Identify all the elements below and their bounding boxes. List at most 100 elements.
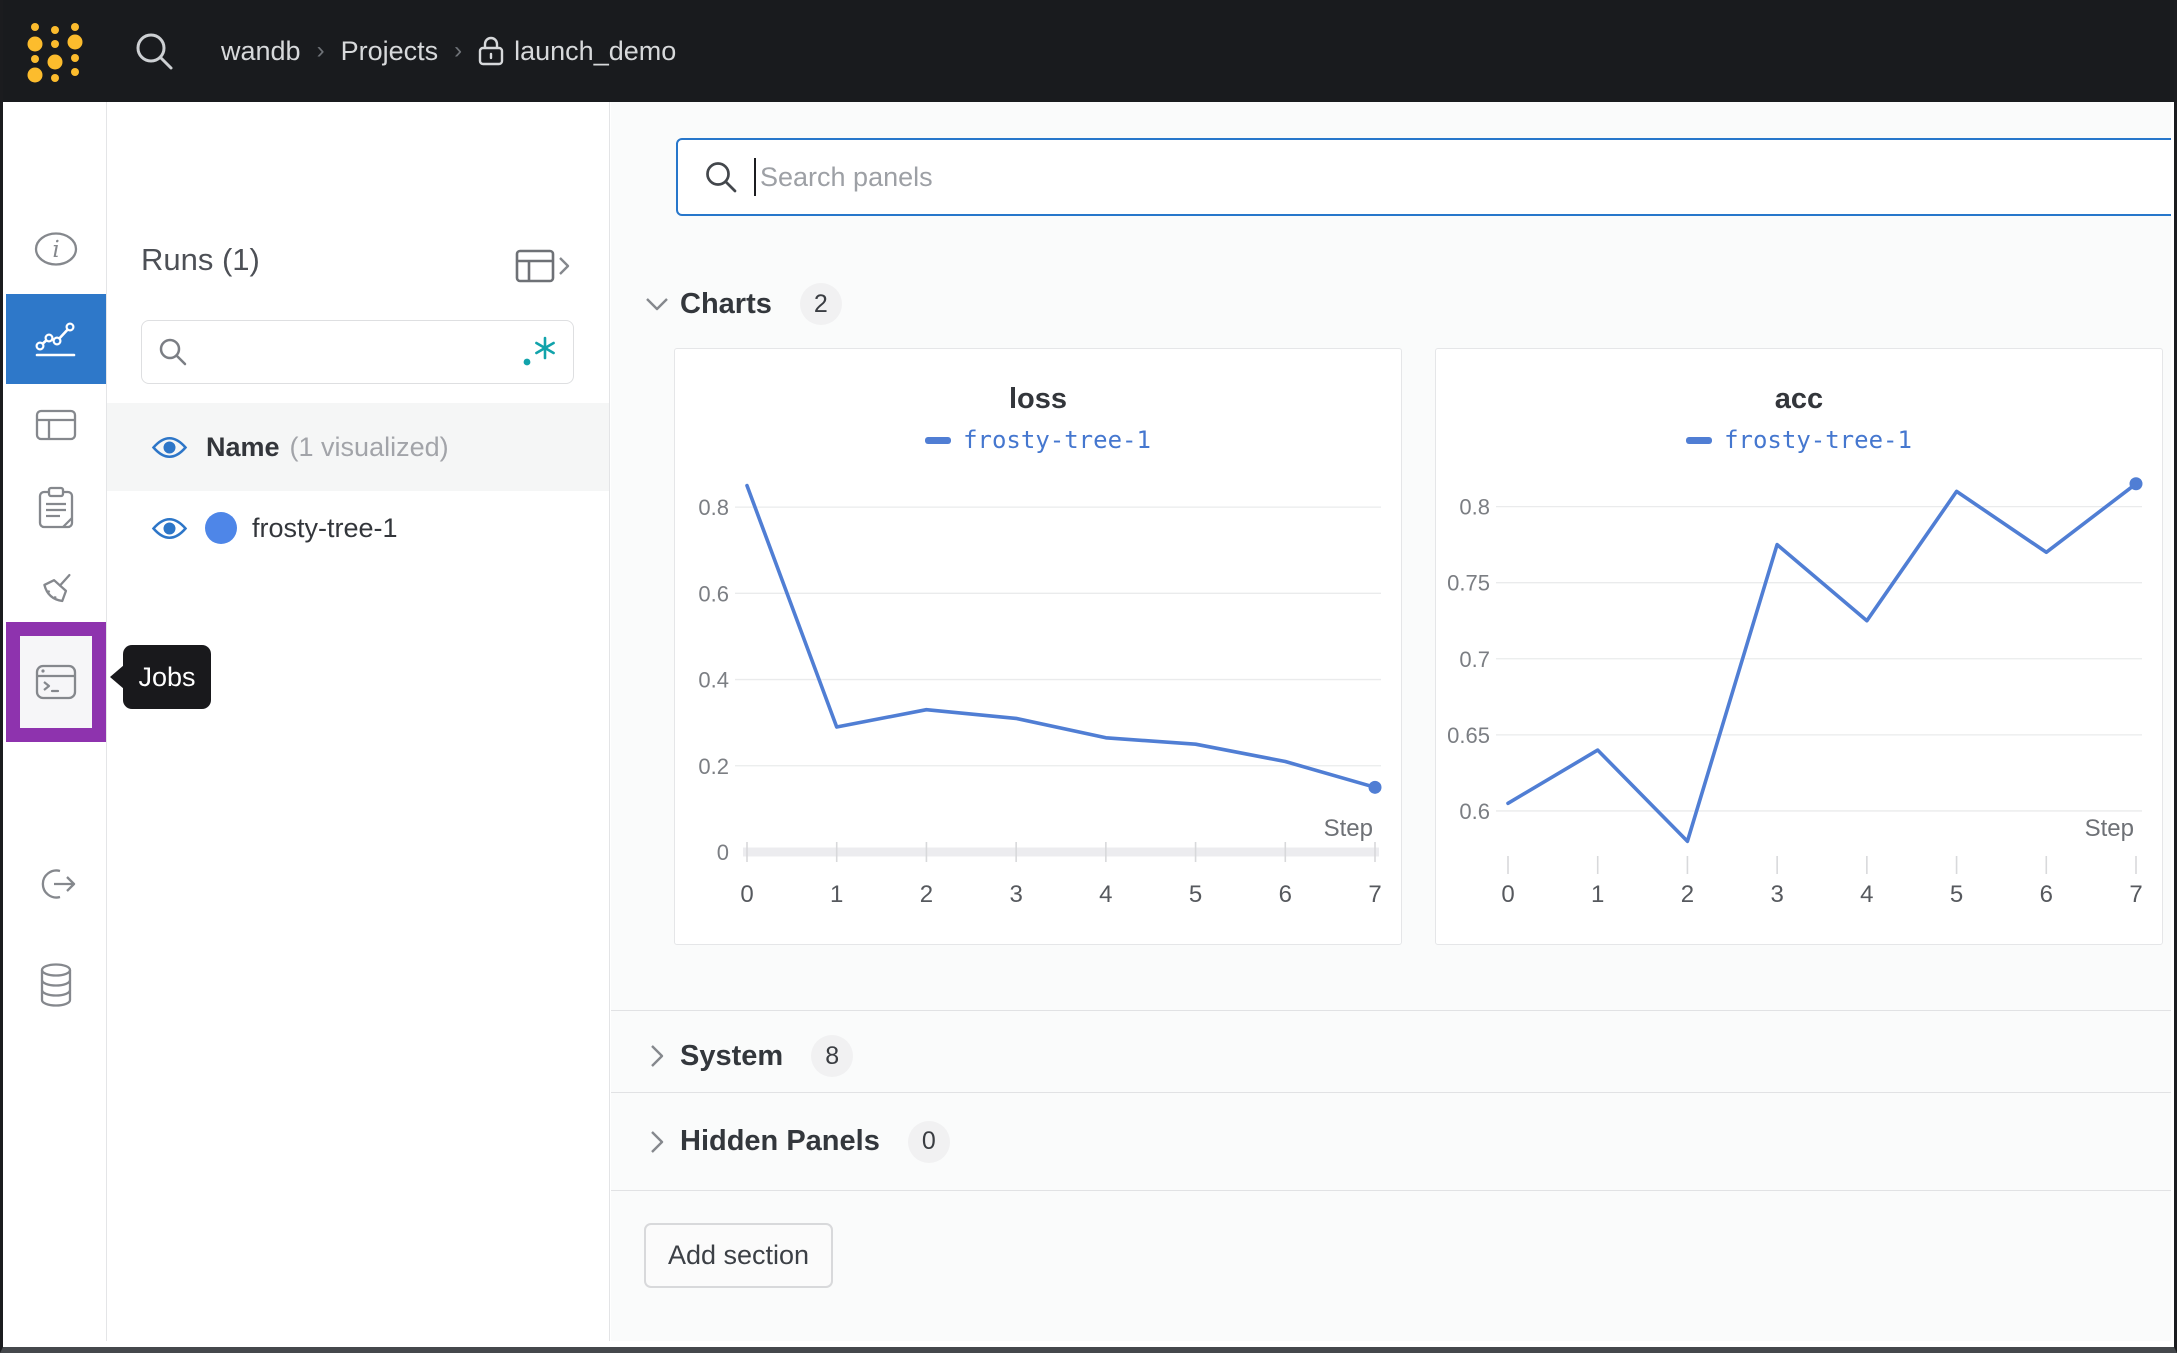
breadcrumb-project[interactable]: launch_demo <box>478 36 676 67</box>
top-bar: wandb › Projects › launch_demo <box>3 0 2174 102</box>
search-icon <box>706 162 737 193</box>
wandb-logo-icon[interactable] <box>21 18 87 84</box>
terminal-icon <box>35 664 77 700</box>
chevron-right-icon[interactable] <box>644 1043 670 1069</box>
svg-text:7: 7 <box>1368 881 1381 908</box>
text-cursor <box>754 158 756 196</box>
section-system-label[interactable]: System <box>680 1039 784 1072</box>
section-charts[interactable]: Charts 2 <box>611 274 2171 334</box>
legend-run-name: frosty-tree-1 <box>1724 426 1912 454</box>
chart-card[interactable]: acc frosty-tree-1 0.6 0.65 0.7 0.75 0.8 0 1 2 3 4… <box>1435 348 2163 945</box>
table-icon <box>35 409 77 441</box>
svg-text:2: 2 <box>920 881 933 908</box>
legend-line-swatch <box>925 436 952 444</box>
svg-text:0.2: 0.2 <box>698 754 729 779</box>
svg-text:0.4: 0.4 <box>698 668 729 693</box>
run-row[interactable]: frosty-tree-1 <box>107 491 609 565</box>
svg-text:1: 1 <box>1591 881 1604 908</box>
runs-panel: Runs (1) <box>107 102 610 1341</box>
jobs-tooltip: Jobs <box>110 645 211 709</box>
charts-grid: loss frosty-tree-1 0 0.2 0.4 0.6 0.8 0 1 2 3 4 5 6 7… <box>674 348 2163 945</box>
svg-text:0.7: 0.7 <box>1459 647 1490 672</box>
chart-card[interactable]: loss frosty-tree-1 0 0.2 0.4 0.6 0.8 0 1 2 3 4 5 6 7… <box>674 348 1402 945</box>
panel-search-input[interactable] <box>760 161 2171 193</box>
runs-column-name[interactable]: Name <box>206 431 280 462</box>
expand-table-button[interactable] <box>515 248 573 284</box>
add-section-button[interactable]: Add section <box>644 1223 833 1288</box>
sidebar-item-artifacts[interactable] <box>6 942 106 1028</box>
sidebar-item-overview[interactable]: i <box>6 206 106 292</box>
database-icon <box>40 963 72 1007</box>
link-arrow-icon <box>41 869 76 899</box>
sidebar-item-jobs[interactable] <box>6 622 106 742</box>
line-chart-icon <box>35 322 76 357</box>
svg-text:Step: Step <box>1324 815 1373 842</box>
svg-text:5: 5 <box>1189 881 1202 908</box>
svg-text:3: 3 <box>1770 881 1783 908</box>
tooltip-label: Jobs <box>138 661 196 692</box>
breadcrumb-separator: › <box>454 37 463 64</box>
svg-text:1: 1 <box>830 881 843 908</box>
svg-text:Step: Step <box>2085 815 2134 842</box>
breadcrumb-team[interactable]: wandb <box>221 35 301 66</box>
broom-icon <box>43 573 71 603</box>
eye-visibility-icon[interactable] <box>151 515 188 542</box>
chart-title: acc <box>1774 383 1824 415</box>
divider <box>611 1010 2171 1011</box>
svg-text:0.65: 0.65 <box>1447 723 1490 748</box>
regex-toggle-icon[interactable] <box>521 335 559 369</box>
svg-text:4: 4 <box>1860 881 1873 908</box>
breadcrumb-separator: › <box>316 37 325 64</box>
breadcrumb: wandb › Projects › launch_demo <box>221 36 676 67</box>
section-system[interactable]: System 8 <box>611 1011 2171 1101</box>
svg-text:i: i <box>52 237 59 263</box>
info-icon: i <box>34 232 78 266</box>
svg-text:0.75: 0.75 <box>1447 571 1490 596</box>
section-charts-label[interactable]: Charts <box>680 287 772 320</box>
sidebar-item-workspace[interactable] <box>6 294 106 384</box>
eye-visibility-icon[interactable] <box>151 434 188 461</box>
svg-text:0: 0 <box>717 840 729 865</box>
sidebar-item-logs[interactable] <box>6 465 106 551</box>
svg-text:3: 3 <box>1009 881 1022 908</box>
chart-title: loss <box>1008 383 1068 415</box>
line-plot: 0 0.2 0.4 0.6 0.8 0 1 2 3 4 5 6 7 Step <box>675 454 1401 929</box>
lock-icon <box>478 36 504 66</box>
chart-legend: frosty-tree-1 <box>1436 426 2162 454</box>
legend-line-swatch <box>1686 436 1713 444</box>
chevron-down-icon[interactable] <box>644 295 670 313</box>
chart-legend: frosty-tree-1 <box>675 426 1401 454</box>
run-color-dot <box>205 512 237 544</box>
runs-visualized-count: (1 visualized) <box>289 431 449 462</box>
section-hidden-panels[interactable]: Hidden Panels 0 <box>611 1093 2171 1190</box>
runs-header-row: Name (1 visualized) <box>107 403 609 491</box>
section-system-count-badge: 8 <box>811 1035 854 1077</box>
svg-text:0.6: 0.6 <box>1459 799 1490 824</box>
section-hidden-panels-label[interactable]: Hidden Panels <box>680 1125 880 1157</box>
svg-text:2: 2 <box>1681 881 1694 908</box>
svg-text:0: 0 <box>1501 881 1514 908</box>
panel-search-box <box>676 138 2171 216</box>
tooltip-arrow <box>110 665 124 689</box>
search-icon <box>159 338 187 366</box>
svg-text:4: 4 <box>1099 881 1112 908</box>
svg-text:6: 6 <box>1279 881 1292 908</box>
svg-text:7: 7 <box>2129 881 2142 908</box>
svg-text:6: 6 <box>2040 881 2053 908</box>
line-plot: 0.6 0.65 0.7 0.75 0.8 0 1 2 3 4 5 6 7 Step <box>1436 454 2162 929</box>
breadcrumb-projects[interactable]: Projects <box>340 35 439 66</box>
clipboard-icon <box>38 486 74 529</box>
svg-text:5: 5 <box>1950 881 1963 908</box>
search-icon[interactable] <box>131 28 177 74</box>
runs-search-box <box>141 320 574 384</box>
sidebar-item-runs-table[interactable] <box>6 382 106 468</box>
svg-text:0: 0 <box>740 881 753 908</box>
run-name[interactable]: frosty-tree-1 <box>252 512 398 543</box>
left-nav-sidebar: i <box>6 102 107 1341</box>
runs-search-input[interactable] <box>200 337 521 367</box>
sidebar-item-sweeps[interactable] <box>6 547 106 633</box>
svg-text:0.8: 0.8 <box>698 495 729 520</box>
sidebar-item-automations[interactable] <box>6 841 106 927</box>
section-hidden-panels-count-badge: 0 <box>907 1120 950 1163</box>
chevron-right-icon[interactable] <box>644 1129 670 1155</box>
